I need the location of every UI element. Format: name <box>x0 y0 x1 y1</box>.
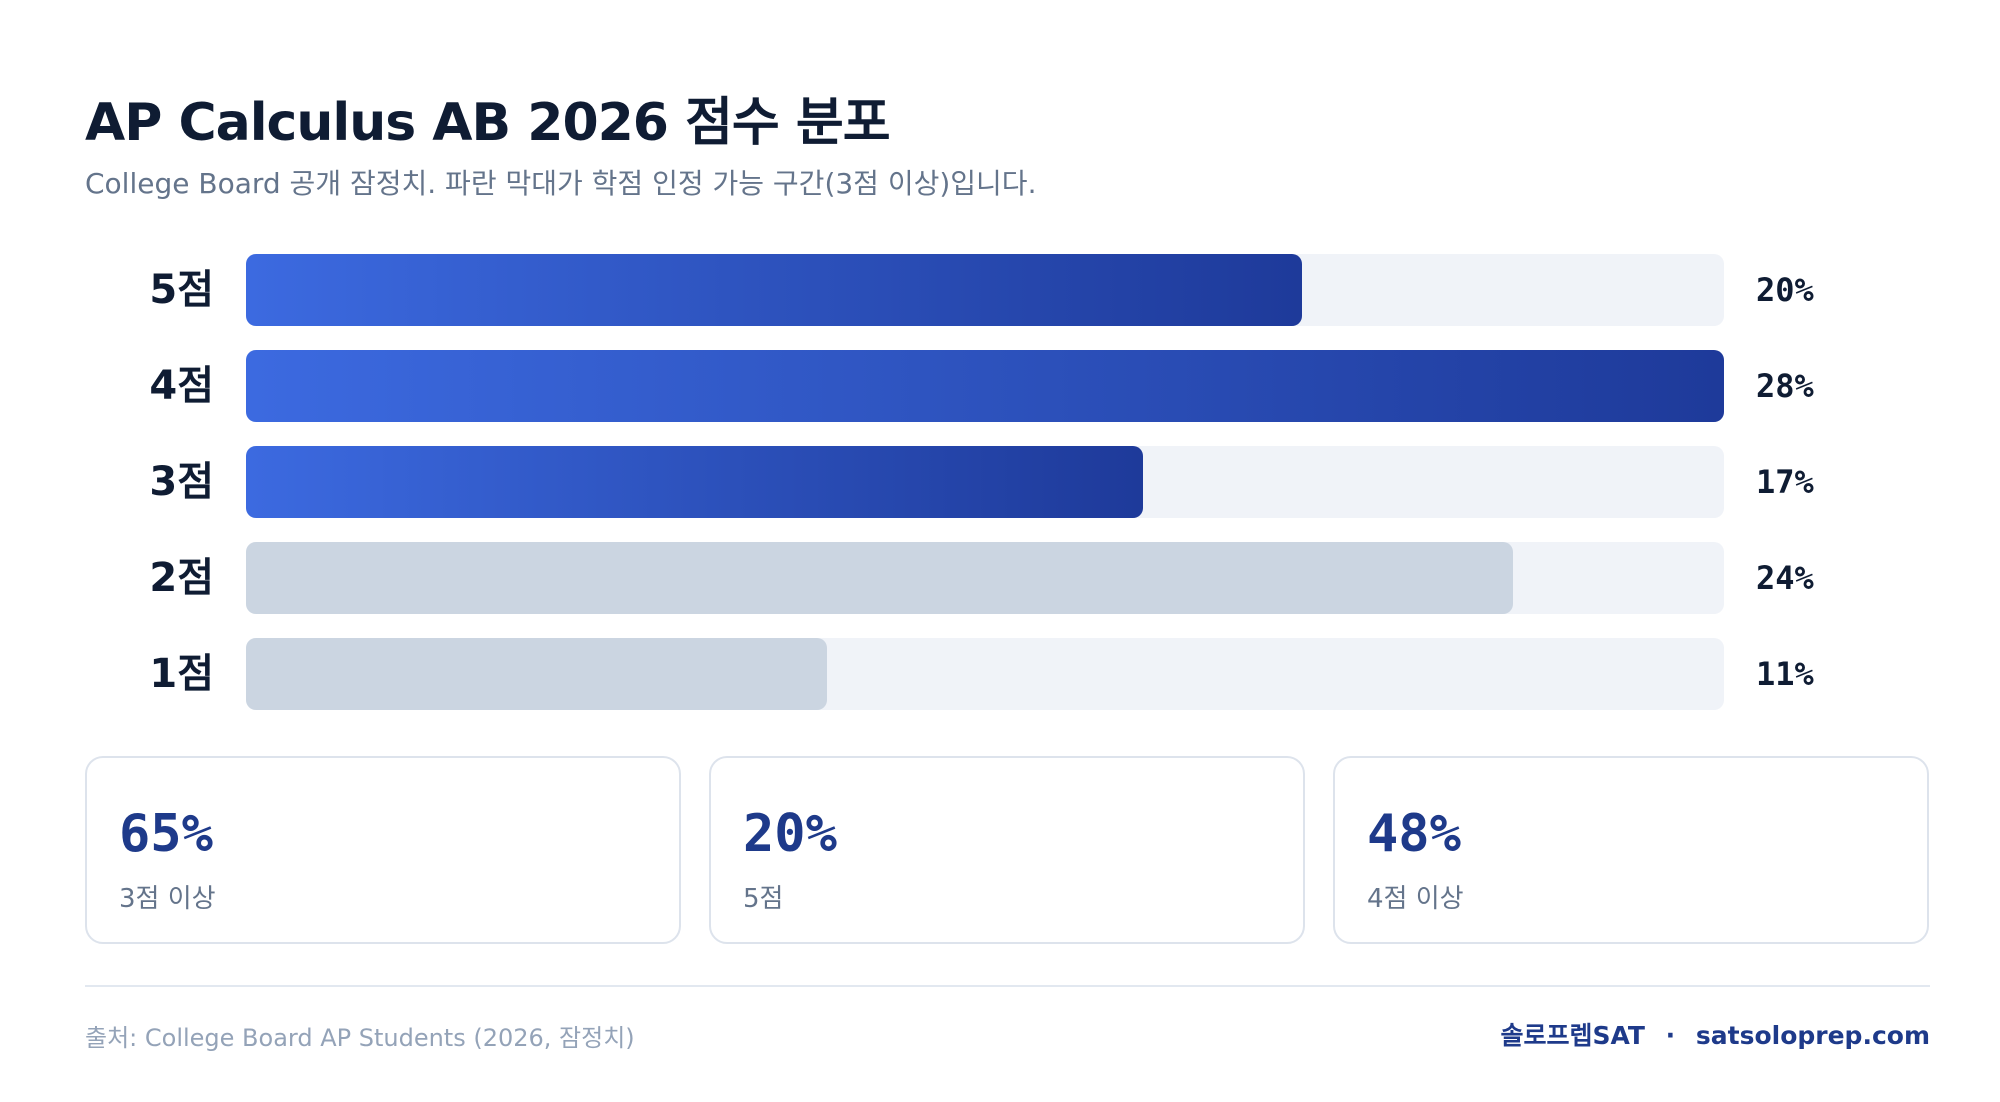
category-label: 4점 <box>149 363 214 409</box>
bar <box>246 446 1143 518</box>
stat-card-5: 20% 5점 <box>709 756 1305 944</box>
page-title: AP Calculus AB 2026 점수 분포 <box>85 93 891 153</box>
page-subtitle: College Board 공개 잠정치. 파란 막대가 학점 인정 가능 구간… <box>85 167 1037 200</box>
footer-divider <box>85 985 1930 987</box>
stat-value: 48% <box>1367 804 1461 864</box>
bar <box>246 254 1302 326</box>
value-label: 20% <box>1756 271 1814 309</box>
bar-track <box>246 350 1724 422</box>
bar-track <box>246 446 1724 518</box>
bar <box>246 542 1513 614</box>
stat-card-3plus: 65% 3점 이상 <box>85 756 681 944</box>
bar-row: 3점 17% <box>0 446 2000 518</box>
bar-track <box>246 254 1724 326</box>
bar-row: 4점 28% <box>0 350 2000 422</box>
category-label: 3점 <box>149 459 214 505</box>
bar-row: 5점 20% <box>0 254 2000 326</box>
value-label: 24% <box>1756 559 1814 597</box>
stat-value: 20% <box>743 804 837 864</box>
category-label: 2점 <box>149 555 214 601</box>
bar-row: 1점 11% <box>0 638 2000 710</box>
bar <box>246 638 827 710</box>
category-label: 1점 <box>149 651 214 697</box>
bar-track <box>246 542 1724 614</box>
bar-track <box>246 638 1724 710</box>
stat-label: 3점 이상 <box>119 884 216 914</box>
value-label: 28% <box>1756 367 1814 405</box>
value-label: 11% <box>1756 655 1814 693</box>
brand-name: 솔로프렙SAT <box>1500 1021 1645 1050</box>
bar-row: 2점 24% <box>0 542 2000 614</box>
brand-signature: 솔로프렙SAT · satsoloprep.com <box>1500 1016 1930 1052</box>
value-label: 17% <box>1756 463 1814 501</box>
source-note: 출처: College Board AP Students (2026, 잠정치… <box>85 1024 635 1052</box>
stat-card-4plus: 48% 4점 이상 <box>1333 756 1929 944</box>
brand-separator: · <box>1665 1021 1676 1050</box>
stat-label: 4점 이상 <box>1367 884 1464 914</box>
category-label: 5점 <box>149 267 214 313</box>
brand-url: satsoloprep.com <box>1695 1021 1930 1050</box>
stat-cards: 65% 3점 이상 20% 5점 48% 4점 이상 <box>85 756 1930 946</box>
bar <box>246 350 1724 422</box>
score-distribution-chart: 5점 20% 4점 28% 3점 17% 2점 24% 1점 11% <box>0 254 2000 710</box>
stat-label: 5점 <box>743 884 784 914</box>
stat-value: 65% <box>119 804 213 864</box>
